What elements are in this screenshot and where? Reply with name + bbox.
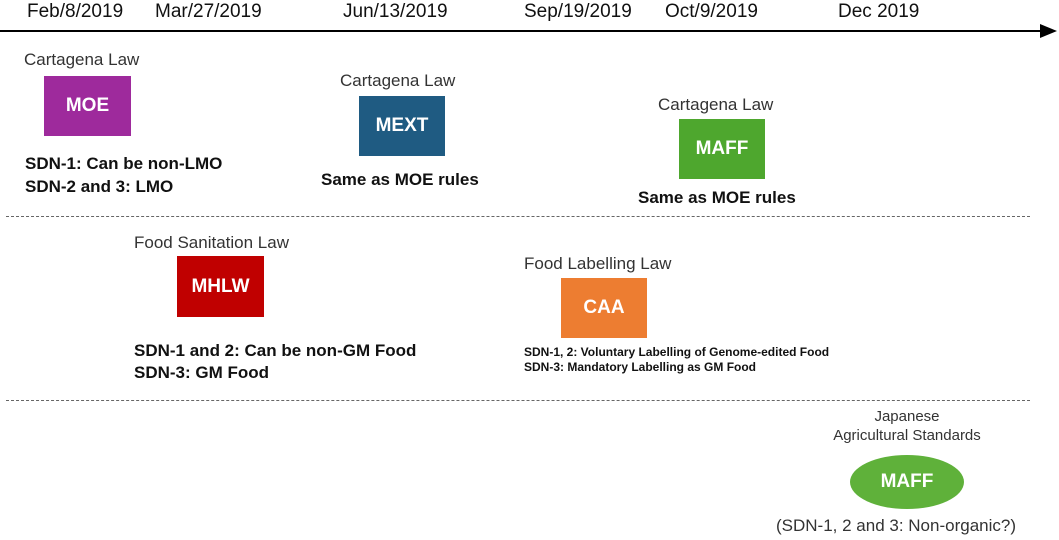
section-divider-2 [6, 400, 1030, 401]
moe-rule-2: SDN-2 and 3: LMO [25, 177, 174, 196]
timeline-date-1: Feb/8/2019 [27, 1, 124, 22]
jas-law-label: Japanese Agricultural Standards [779, 407, 1035, 445]
maff-rules: Same as MOE rules [638, 186, 796, 209]
caa-rule-1: SDN-1, 2: Voluntary Labelling of Genome-… [524, 345, 830, 359]
caa-law-label: Food Labelling Law [524, 254, 672, 273]
moe-box: MOE [44, 76, 131, 136]
mext-law-label: Cartagena Law [340, 71, 456, 90]
mhlw-law-label: Food Sanitation Law [134, 233, 289, 252]
mhlw-rule-2: SDN-3: GM Food [134, 363, 270, 382]
jas-law-line-2: Agricultural Standards [833, 427, 981, 444]
mhlw-rule-1: SDN-1 and 2: Can be non-GM Food [134, 341, 417, 360]
maff-box: MAFF [679, 119, 765, 179]
timeline-date-6: Dec 2019 [838, 1, 920, 22]
moe-rules: SDN-1: Can be non-LMO SDN-2 and 3: LMO [25, 152, 222, 198]
mhlw-box: MHLW [177, 256, 264, 317]
caa-rule-2: SDN-3: Mandatory Labelling as GM Food [524, 360, 757, 374]
timeline-date-5: Oct/9/2019 [665, 1, 758, 22]
caa-box: CAA [561, 278, 647, 338]
mext-box: MEXT [359, 96, 445, 156]
section-divider-1 [6, 216, 1030, 217]
mhlw-rules: SDN-1 and 2: Can be non-GM Food SDN-3: G… [134, 340, 416, 384]
moe-rule-1: SDN-1: Can be non-LMO [25, 154, 223, 173]
mext-rule-1: Same as MOE rules [321, 170, 479, 189]
maff-law-label: Cartagena Law [658, 95, 774, 114]
jas-law-line-1: Japanese [874, 408, 940, 425]
timeline-date-2: Mar/27/2019 [155, 1, 262, 22]
timeline-arrow-icon [1040, 24, 1057, 38]
jas-maff-ellipse: MAFF [850, 455, 964, 509]
mext-rules: Same as MOE rules [321, 168, 479, 191]
timeline-axis [0, 30, 1044, 32]
jas-rule: (SDN-1, 2 and 3: Non-organic?) [776, 516, 1017, 535]
timeline-date-3: Jun/13/2019 [343, 1, 448, 22]
moe-law-label: Cartagena Law [24, 50, 140, 69]
timeline-date-4: Sep/19/2019 [524, 1, 632, 22]
caa-rules: SDN-1, 2: Voluntary Labelling of Genome-… [524, 345, 829, 375]
maff-rule-1: Same as MOE rules [638, 188, 796, 207]
